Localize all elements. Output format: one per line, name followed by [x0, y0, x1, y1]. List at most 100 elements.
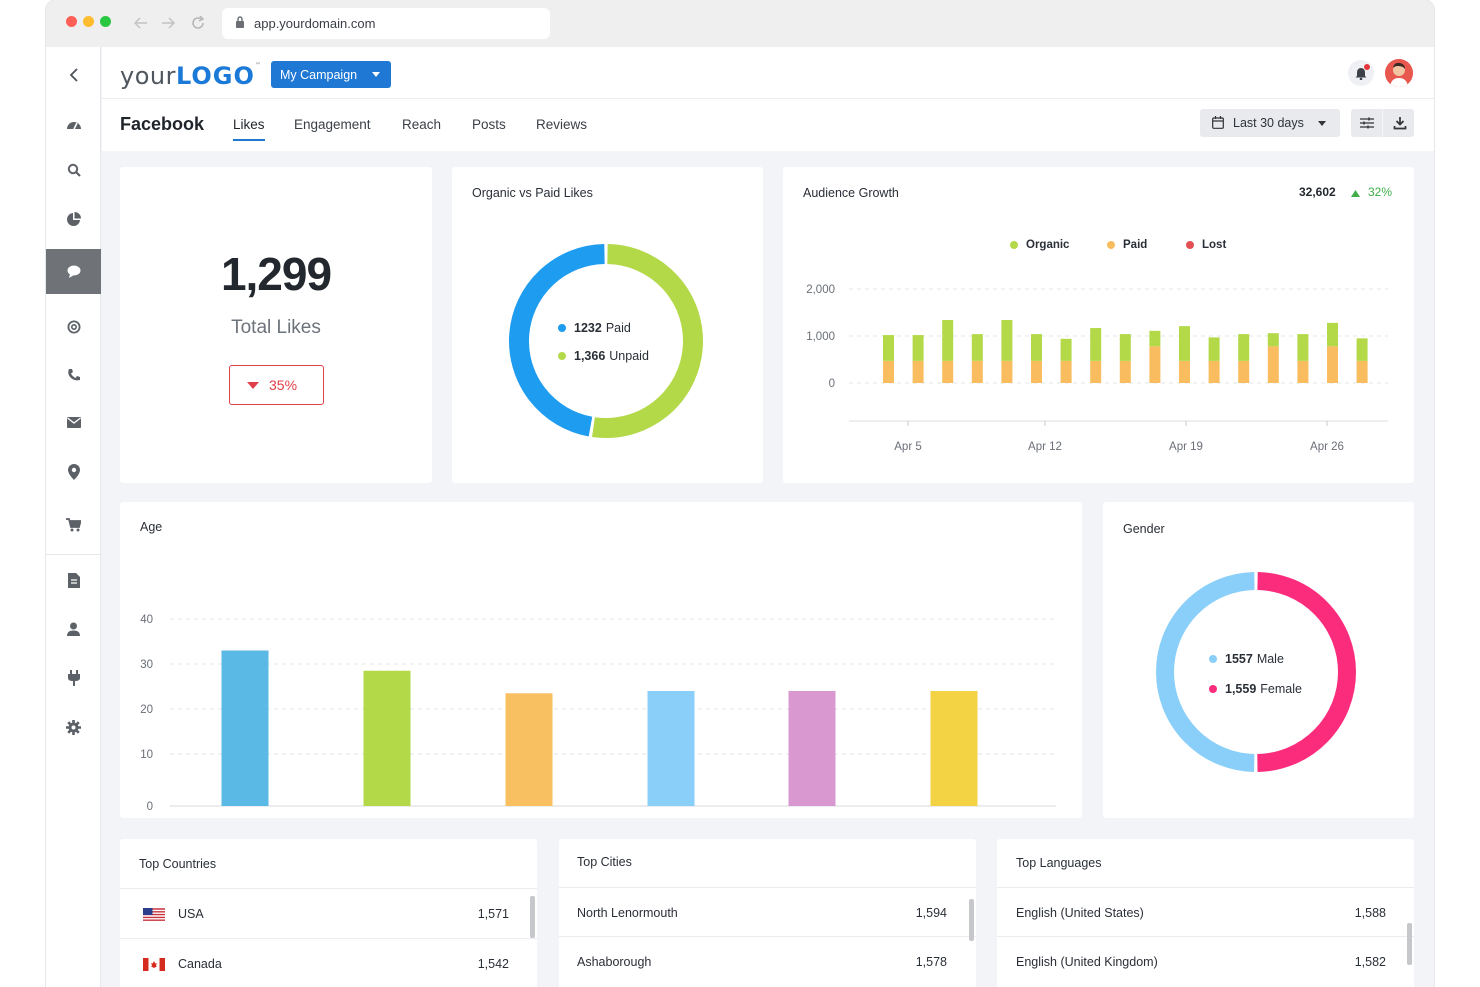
download-icon[interactable]	[1392, 116, 1408, 130]
city-name: Ashaborough	[577, 955, 652, 969]
sidebar-item-calls[interactable]	[46, 352, 101, 397]
languages-scrollbar[interactable]	[1407, 923, 1412, 965]
collapse-sidebar-button[interactable]	[46, 52, 101, 97]
organic-bar	[942, 320, 954, 361]
male-legend-row: 1557 Male	[1209, 652, 1284, 666]
x-tick-label: Apr 12	[1028, 441, 1062, 453]
sidebar-item-settings[interactable]	[46, 705, 101, 750]
back-arrow-icon[interactable]	[134, 17, 148, 29]
sidebar-item-local[interactable]	[46, 449, 101, 494]
logo-text: your	[120, 62, 176, 90]
age-bar-chart: 40302010018-2425-3435-4445-5455-6465+	[140, 614, 1056, 813]
sidebar-item-email-marketing[interactable]	[46, 304, 101, 349]
table-row[interactable]: Canada 1,542	[120, 938, 537, 987]
paid-legend-label: Paid	[1123, 239, 1148, 251]
calendar-icon	[1212, 116, 1224, 129]
paid-bar	[1149, 346, 1161, 383]
tab-reviews[interactable]: Reviews	[536, 117, 588, 132]
male-label: Male	[1256, 652, 1284, 666]
table-row[interactable]: Ashaborough 1,578	[559, 936, 976, 986]
paid-bar	[1060, 360, 1072, 383]
paid-legend-item: Paid	[1107, 239, 1147, 251]
sidebar-item-mail[interactable]	[46, 400, 101, 445]
age-card: Age 40302010018-2425-3435-4445-5455-6465…	[120, 502, 1082, 818]
age-bar-65+	[930, 691, 978, 806]
paid-slice	[509, 244, 605, 437]
brand-logo[interactable]: yourLOGO™	[120, 62, 261, 90]
unpaid-slice	[592, 244, 703, 438]
organic-bar	[1297, 334, 1309, 361]
unpaid-legend-row: 1,366 Unpaid	[558, 349, 649, 363]
notifications-button[interactable]	[1348, 60, 1374, 86]
organic-vs-paid-donut	[509, 244, 703, 438]
cities-scrollbar[interactable]	[969, 899, 974, 941]
table-row[interactable]: English (United Kingdom) 1,582	[997, 936, 1414, 986]
campaign-label: My Campaign	[280, 67, 358, 82]
organic-legend-item: Organic	[1010, 239, 1069, 251]
age-bar-18-24	[221, 650, 269, 806]
reload-icon[interactable]	[191, 16, 205, 30]
lost-swatch	[1186, 241, 1194, 249]
paid-bar	[1297, 360, 1309, 383]
audience-total-value: 32,602	[1299, 185, 1336, 199]
organic-bar	[912, 335, 924, 361]
audience-change-value: 32%	[1368, 185, 1393, 199]
table-row[interactable]: USA 1,571	[120, 888, 537, 938]
mail-icon	[66, 417, 81, 428]
close-window-button[interactable]	[66, 16, 77, 27]
table-row[interactable]: English (United States) 1,588	[997, 887, 1414, 937]
maximize-window-button[interactable]	[100, 16, 111, 27]
organic-bar	[1001, 320, 1013, 361]
sidebar	[46, 47, 101, 987]
countries-scrollbar[interactable]	[530, 896, 535, 938]
sidebar-item-analytics[interactable]	[46, 197, 101, 242]
card-title: Gender	[1123, 522, 1165, 536]
at-sign-icon	[67, 320, 80, 333]
sidebar-item-clients[interactable]	[46, 606, 101, 651]
country-name: Canada	[178, 957, 222, 971]
organic-bar	[971, 334, 983, 361]
city-name: North Lenormouth	[577, 906, 678, 920]
tab-posts[interactable]: Posts	[472, 117, 506, 132]
address-bar[interactable]: app.yourdomain.com	[222, 8, 550, 39]
sidebar-item-ecommerce[interactable]	[46, 502, 101, 547]
table-row[interactable]: North Lenormouth 1,594	[559, 887, 976, 937]
paid-bar	[912, 360, 924, 383]
paid-bar	[971, 360, 983, 383]
phone-icon	[67, 368, 80, 380]
paid-bar	[1208, 360, 1220, 383]
tab-engagement[interactable]: Engagement	[294, 117, 371, 132]
logo-bold-text: LOGO	[175, 62, 255, 90]
filter-sliders-icon[interactable]	[1359, 116, 1375, 130]
sidebar-item-dashboard[interactable]	[46, 101, 101, 146]
age-bar-25-34	[363, 670, 411, 806]
minimize-window-button[interactable]	[83, 16, 94, 27]
sidebar-item-reports[interactable]	[46, 558, 101, 603]
paid-bar	[1238, 360, 1250, 383]
organic-legend-label: Organic	[1026, 239, 1070, 251]
date-range-selector[interactable]: Last 30 days	[1200, 109, 1340, 137]
url-text: app.yourdomain.com	[254, 16, 376, 31]
user-avatar[interactable]	[1385, 59, 1413, 87]
tab-reach[interactable]: Reach	[402, 117, 442, 132]
paid-label: Paid	[605, 321, 631, 335]
age-bar-45-54	[647, 691, 695, 806]
sidebar-item-integrations[interactable]	[46, 655, 101, 700]
female-label: Female	[1260, 682, 1302, 696]
campaign-selector-button[interactable]: My Campaign	[271, 61, 391, 88]
unpaid-value: 1,366	[574, 349, 606, 363]
forward-arrow-icon[interactable]	[161, 17, 175, 29]
paid-bar	[1179, 360, 1190, 383]
organic-bar	[1090, 328, 1102, 361]
unpaid-swatch	[558, 352, 566, 360]
male-value: 1557	[1225, 652, 1253, 666]
caret-down-icon	[1318, 121, 1326, 126]
tab-likes[interactable]: Likes	[233, 117, 265, 132]
card-title: Top Languages	[1016, 856, 1102, 870]
sidebar-divider	[46, 554, 101, 555]
sidebar-item-search[interactable]	[46, 147, 101, 192]
paid-bar	[883, 360, 894, 383]
sidebar-item-social[interactable]	[46, 249, 101, 294]
male-swatch	[1209, 655, 1217, 663]
organic-bar	[1031, 334, 1042, 361]
